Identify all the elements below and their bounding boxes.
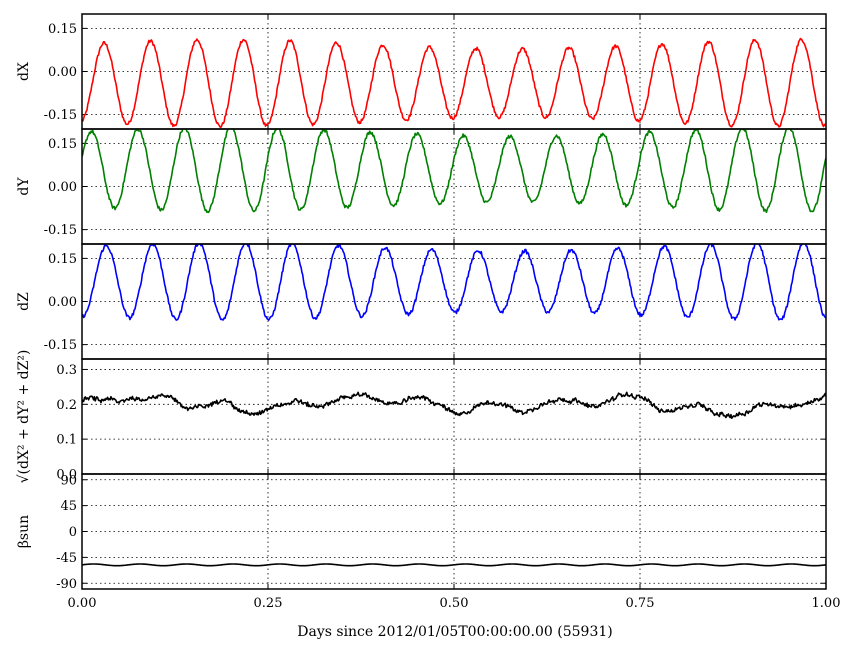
- y-tick-label: 0.3: [56, 363, 77, 378]
- series-line: [82, 244, 826, 321]
- panel-frame: [81, 358, 827, 475]
- panel-frame: [81, 128, 827, 245]
- y-axis-label: dZ: [16, 292, 32, 311]
- y-tick-label: 0: [69, 525, 77, 540]
- panel-5: 90 45 0 -45 -90 βsun: [16, 473, 827, 592]
- y-tick-label: -90: [56, 577, 77, 592]
- y-tick-label: -0.15: [44, 338, 77, 353]
- series-line: [82, 129, 826, 214]
- panel-4: 0.3 0.2 0.1 0.0 √(dX² + dY² + dZ²): [16, 350, 827, 484]
- x-tick-label: 0.75: [626, 596, 655, 611]
- panel-1: 0.15 0.00 -0.15 dX: [16, 13, 827, 130]
- x-tick-label: 0.25: [254, 596, 283, 611]
- x-tick-label: 0.00: [68, 596, 97, 611]
- x-tick-label: 1.00: [812, 596, 841, 611]
- y-tick-label: 0.2: [56, 398, 77, 413]
- chart-panels: 0.150.00-0.15dX0.150.00-0.15dY0.150.00-0…: [16, 13, 827, 592]
- panel-3: 0.15 0.00 -0.15 dZ: [16, 243, 827, 360]
- y-axis-label: dY: [16, 177, 32, 196]
- y-tick-label: 0.15: [48, 137, 77, 152]
- series-line: [82, 391, 826, 419]
- panel-frame: [81, 243, 827, 360]
- y-tick-label: 45: [60, 499, 77, 514]
- y-tick-label: 0.00: [48, 65, 77, 80]
- y-tick-label: 0.00: [48, 295, 77, 310]
- panel-frame: [81, 13, 827, 130]
- y-tick-label: 0.00: [48, 180, 77, 195]
- panel-frame: [81, 473, 827, 590]
- y-tick-label: 0.15: [48, 22, 77, 37]
- series-line: [82, 37, 826, 129]
- y-axis-label: √(dX² + dY² + dZ²): [16, 350, 32, 484]
- y-tick-label: 0.15: [48, 252, 77, 267]
- y-tick-label: -0.15: [44, 223, 77, 238]
- y-tick-label: 0.0: [56, 468, 77, 483]
- y-axis-label: βsun: [16, 515, 32, 548]
- x-tick-labels: 0.00 0.25 0.50 0.75 1.00: [68, 596, 841, 611]
- y-tick-label: 90: [60, 473, 77, 488]
- series-line: [82, 563, 826, 567]
- y-tick-label: 0.1: [56, 433, 77, 448]
- panel-2: 0.15 0.00 -0.15 dY: [16, 128, 827, 245]
- y-tick-label: -45: [56, 551, 77, 566]
- x-axis-label: Days since 2012/01/05T00:00:00.00 (55931…: [297, 624, 612, 640]
- y-axis-label: dX: [16, 62, 32, 81]
- y-tick-label: -0.15: [44, 108, 77, 123]
- x-tick-label: 0.50: [440, 596, 469, 611]
